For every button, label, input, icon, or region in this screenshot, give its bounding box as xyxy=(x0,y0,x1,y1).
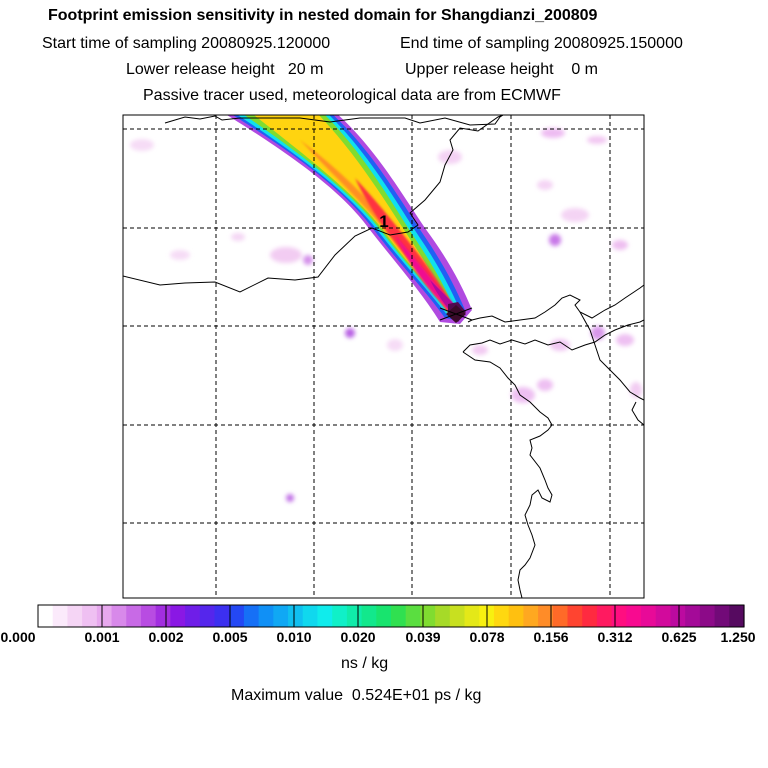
colorbar-frame xyxy=(37,604,745,628)
colorbar-label-1: 0.001 xyxy=(84,629,120,645)
colorbar-swatch xyxy=(214,605,230,627)
sensitivity-patches xyxy=(130,128,642,502)
colorbar-swatch xyxy=(391,605,407,627)
colorbar-swatch xyxy=(538,605,554,627)
sampling-start-time: Start time of sampling 20080925.120000 xyxy=(42,35,331,52)
colorbar-swatch xyxy=(67,605,83,627)
colorbar-swatch xyxy=(493,605,510,627)
maximum-value-text: Maximum value 0.524E+01 ps / kg xyxy=(231,687,482,704)
colorbar-swatch xyxy=(38,605,54,627)
colorbar-swatch xyxy=(361,605,377,627)
colorbar-swatch xyxy=(273,605,289,627)
colorbar-label-5: 0.020 xyxy=(340,629,376,645)
colorbar-swatch xyxy=(317,605,333,627)
colorbar-swatch xyxy=(332,605,348,627)
colorbar-label-2: 0.002 xyxy=(148,629,184,645)
map-area: 1 xyxy=(123,115,644,598)
figure-title: Footprint emission sensitivity in nested… xyxy=(48,7,598,24)
colorbar-swatch xyxy=(523,605,539,627)
upper-release-height: Upper release height 0 m xyxy=(405,61,598,78)
colorbar xyxy=(38,605,745,627)
tracer-info: Passive tracer used, meteorological data… xyxy=(143,87,561,104)
sampling-end-time: End time of sampling 20080925.150000 xyxy=(400,35,683,52)
colorbar-swatch xyxy=(140,605,157,627)
colorbar-label-9: 0.312 xyxy=(597,629,633,645)
lat-lon-grid xyxy=(123,115,644,598)
colorbar-swatch xyxy=(111,605,127,627)
colorbar-label-7: 0.078 xyxy=(469,629,505,645)
colorbar-swatch xyxy=(464,605,480,627)
colorbar-swatch xyxy=(288,605,304,627)
colorbar-swatch xyxy=(552,605,569,627)
colorbar-swatch xyxy=(449,605,466,627)
colorbar-swatch xyxy=(243,605,260,627)
colorbar-swatch xyxy=(508,605,524,627)
colorbar-swatch xyxy=(346,605,363,627)
colorbar-swatch xyxy=(52,605,69,627)
colorbar-swatch xyxy=(376,605,392,627)
colorbar-swatch xyxy=(685,605,701,627)
footprint-plume xyxy=(226,115,472,324)
colorbar-swatch xyxy=(596,605,613,627)
colorbar-label-11: 1.250 xyxy=(720,629,756,645)
colorbar-swatch xyxy=(420,605,436,627)
colorbar-label-0: 0.000 xyxy=(0,629,36,645)
colorbar-swatch xyxy=(185,605,201,627)
colorbar-swatch xyxy=(729,605,745,627)
colorbar-units: ns / kg xyxy=(341,655,389,672)
colorbar-swatch xyxy=(714,605,730,627)
colorbar-swatch xyxy=(96,605,113,627)
colorbar-label-6: 0.039 xyxy=(405,629,441,645)
colorbar-label-3: 0.005 xyxy=(212,629,248,645)
colorbar-swatch xyxy=(405,605,422,627)
colorbar-swatch xyxy=(567,605,583,627)
colorbar-label-10: 0.625 xyxy=(661,629,697,645)
colorbar-swatch xyxy=(302,605,319,627)
colorbar-swatch xyxy=(641,605,657,627)
map-frame xyxy=(122,114,645,599)
colorbar-swatch xyxy=(435,605,451,627)
colorbar-swatch xyxy=(670,605,686,627)
colorbar-label-8: 0.156 xyxy=(533,629,569,645)
colorbar-swatch xyxy=(155,605,171,627)
colorbar-swatch xyxy=(611,605,627,627)
colorbar-swatch xyxy=(582,605,598,627)
colorbar-swatch xyxy=(199,605,216,627)
colorbar-swatch xyxy=(82,605,98,627)
trajectory-cluster-label: 1 xyxy=(379,212,388,231)
colorbar-label-4: 0.010 xyxy=(276,629,312,645)
colorbar-swatch xyxy=(655,605,672,627)
colorbar-swatch xyxy=(126,605,142,627)
colorbar-swatch xyxy=(170,605,186,627)
colorbar-swatch xyxy=(229,605,245,627)
colorbar-swatch xyxy=(258,605,274,627)
receptor-station-marker xyxy=(439,305,473,323)
lower-release-height: Lower release height 20 m xyxy=(126,61,324,78)
colorbar-swatch xyxy=(699,605,716,627)
colorbar-swatch xyxy=(626,605,642,627)
